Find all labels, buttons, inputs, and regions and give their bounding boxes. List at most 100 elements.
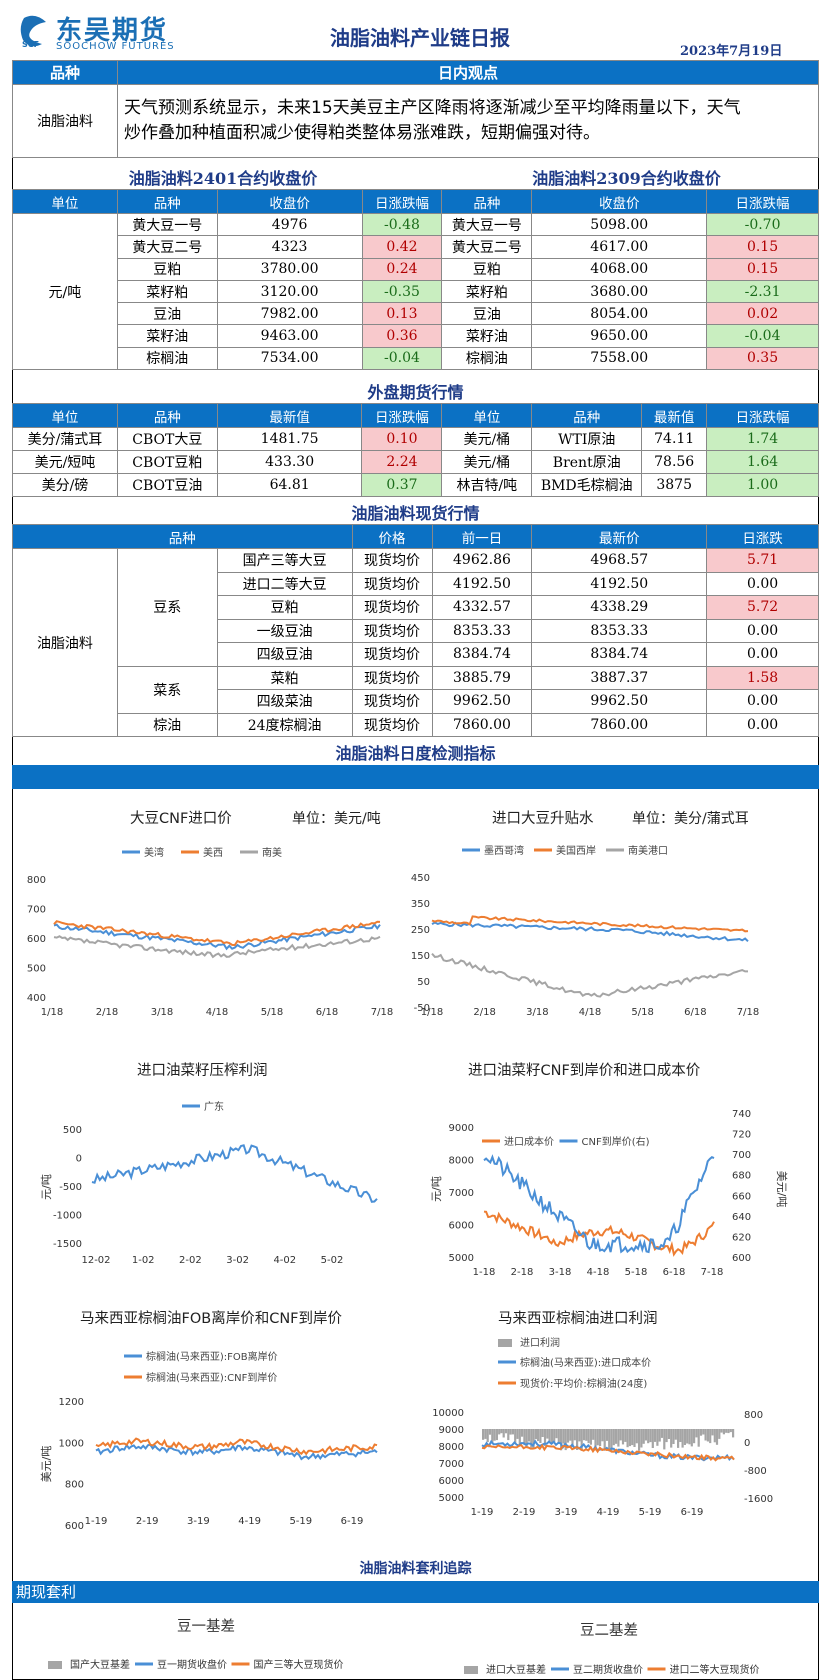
y-tick-label: 8000 xyxy=(449,1156,474,1167)
legend-swatch xyxy=(464,1666,478,1674)
variety-cell: 棕榈油 xyxy=(116,346,218,371)
arb-bar: 期现套利 xyxy=(12,1581,819,1603)
x-tick-label: 1-19 xyxy=(471,1507,494,1518)
profit-bar xyxy=(539,1429,542,1443)
change-cell: -0.48 xyxy=(361,212,443,237)
profit-bar xyxy=(672,1429,675,1444)
profit-bar xyxy=(697,1429,700,1447)
profit-bar xyxy=(541,1429,544,1437)
series-line xyxy=(53,935,381,959)
charts-area: 大豆CNF进口价 单位：美元/吨美湾 美西 南美8007006005004001/18… xyxy=(27,810,788,1529)
last-cell: 7860.00 xyxy=(531,712,708,737)
x-tick-label: 4/18 xyxy=(206,1007,228,1018)
close-cell: 8054.00 xyxy=(531,302,708,326)
profit-bar xyxy=(546,1429,549,1439)
variety-cell: CBOT大豆 xyxy=(116,427,218,451)
report-date: 2023年7月19日 xyxy=(680,44,783,59)
profit-bar xyxy=(560,1429,563,1451)
logo-text: 东吴期货 xyxy=(56,16,169,46)
x-tick-label: 3-19 xyxy=(555,1507,578,1518)
change-cell: -2.31 xyxy=(706,279,819,304)
col-last: 最新价 xyxy=(531,524,708,549)
col-header: 品种 xyxy=(531,403,643,428)
last-cell: 9962.50 xyxy=(531,689,708,714)
col-prev: 前一日 xyxy=(431,524,533,549)
y-tick-label: 720 xyxy=(732,1130,751,1141)
x-tick-label: 3/18 xyxy=(526,1007,548,1018)
legend-label: 现货价:平均价:棕榈油(24度) xyxy=(520,1377,647,1390)
profit-bar xyxy=(571,1429,574,1448)
col-header: 日涨跌幅 xyxy=(361,403,443,428)
logo-subtext: SOOCHOW FUTURES xyxy=(56,41,175,52)
y-axis-label: 元/吨 xyxy=(40,1174,53,1200)
y-tick-label: 620 xyxy=(732,1232,751,1243)
variety-cell: 一级豆油 xyxy=(216,618,353,643)
profit-bar xyxy=(491,1429,494,1444)
profit-bar xyxy=(677,1429,680,1448)
profit-bar xyxy=(640,1429,643,1448)
profit-bar xyxy=(624,1429,627,1442)
profit-bar xyxy=(573,1429,576,1441)
chart-title: 进口油菜籽压榨利润 xyxy=(137,1061,268,1079)
variety-cell: 菜籽粕 xyxy=(116,279,218,304)
profit-bar xyxy=(482,1429,485,1440)
profit-bar xyxy=(553,1429,556,1443)
col-price: 价格 xyxy=(351,524,433,549)
price-type-cell: 现货均价 xyxy=(351,618,433,643)
change-cell: 5.71 xyxy=(706,548,819,573)
table-row: 菜籽油 9463.00 0.36 菜籽油 9650.00 -0.04 xyxy=(13,324,819,348)
col-variety: 品种 xyxy=(116,189,218,214)
col-variety: 品种 xyxy=(12,524,353,549)
x-tick-label: 2/18 xyxy=(96,1007,118,1018)
close-2309-title: 油脂油料2309合约收盘价 xyxy=(532,169,721,188)
y-tick-label: 500 xyxy=(63,1125,82,1136)
x-tick-label: 4-02 xyxy=(273,1255,296,1266)
intraday-table: 品种 日内观点 油脂油料 天气预测系统显示，未来15天美豆主产区降雨将逐渐减少至… xyxy=(12,60,819,158)
profit-bar xyxy=(543,1429,547,1447)
change-cell: 0.37 xyxy=(361,473,443,497)
profit-bar xyxy=(511,1429,514,1435)
y-tick-label: -50 xyxy=(414,1003,430,1014)
view-line-2: 炒作叠加种植面积减少使得粕类整体易涨难跌，短期偏强对待。 xyxy=(124,123,600,143)
close-cell: 7534.00 xyxy=(216,346,363,371)
profit-bar xyxy=(534,1429,537,1440)
close-cell: 3680.00 xyxy=(531,279,708,304)
col-header: 最新值 xyxy=(641,403,708,428)
prev-cell: 4962.86 xyxy=(431,548,533,573)
y-tick-label: 9000 xyxy=(449,1123,474,1134)
y-tick-label: 10000 xyxy=(432,1408,464,1419)
y-tick-label: 0 xyxy=(744,1438,750,1449)
change-cell: 0.13 xyxy=(361,302,443,326)
monitor-bar xyxy=(12,765,819,789)
x-tick-label: 6-18 xyxy=(663,1267,686,1278)
x-tick-label: 6-19 xyxy=(681,1507,704,1518)
y-tick-label: 7000 xyxy=(439,1459,464,1470)
profit-bar xyxy=(709,1429,712,1444)
close-cell: 9650.00 xyxy=(531,324,708,348)
legend-swatch xyxy=(48,1661,62,1669)
y-tick-label: 600 xyxy=(732,1253,751,1264)
chart-title: 豆二基差 xyxy=(580,1622,638,1639)
variety-cell: WTI原油 xyxy=(531,427,643,451)
x-tick-label: 6-19 xyxy=(341,1516,364,1527)
x-tick-label: 5-18 xyxy=(625,1267,648,1278)
table-row: 元/吨 黄大豆一号 4976 -0.48 黄大豆一号 5098.00 -0.70 xyxy=(12,212,819,371)
last-cell: 8384.74 xyxy=(531,642,708,667)
y-axis-label: 美元/吨 xyxy=(775,1171,788,1208)
foreign-title: 外盘期货行情 xyxy=(367,383,464,402)
col-variety: 品种 xyxy=(12,60,118,85)
y-tick-label: 50 xyxy=(417,977,430,988)
profit-bar xyxy=(667,1429,670,1439)
legend-label: 豆二期货收盘价 xyxy=(573,1663,643,1676)
profit-bar xyxy=(498,1429,501,1435)
table-row: 一级豆油 现货均价 8353.33 8353.33 0.00 xyxy=(13,618,819,643)
profit-bar xyxy=(711,1429,714,1436)
profit-bar xyxy=(555,1429,558,1439)
prev-cell: 4192.50 xyxy=(431,571,533,596)
profit-bar xyxy=(500,1429,503,1434)
col-header: 单位 xyxy=(12,403,118,428)
y-tick-label: 640 xyxy=(732,1212,751,1223)
profit-bar xyxy=(626,1429,629,1448)
col-change: 日涨跌幅 xyxy=(706,189,819,214)
legend-label: 棕榈油(马来西亚):CNF到岸价 xyxy=(146,1371,277,1384)
